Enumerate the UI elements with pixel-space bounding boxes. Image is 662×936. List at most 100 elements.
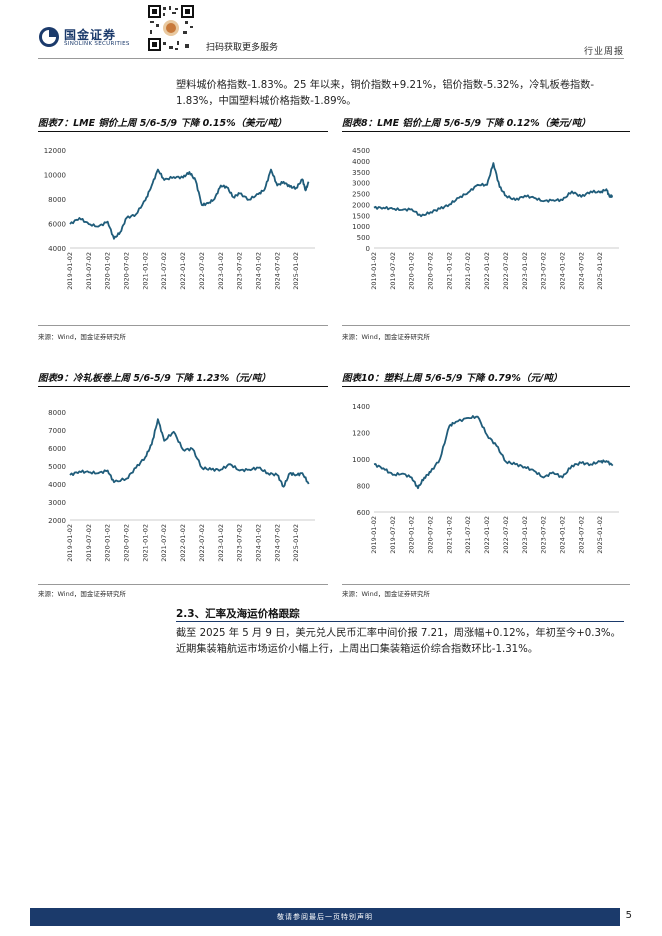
x-tick-label: 2025-01-02 (596, 516, 604, 554)
x-tick-label: 2022-01-02 (483, 252, 491, 290)
x-tick-label: 2023-01-02 (217, 524, 225, 562)
x-tick-label: 2024-07-02 (577, 516, 585, 554)
section-divider (176, 621, 624, 622)
x-tick-label: 2021-07-02 (160, 252, 168, 290)
y-tick-label: 7000 (48, 427, 66, 435)
chart-aluminum-price: 0 500 1000 1500 2000 2500 3000 3500 4000 4500 2019… (342, 142, 627, 322)
x-tick-label: 2025-01-02 (292, 252, 300, 290)
y-tick-label: 500 (357, 234, 370, 242)
figure-7-title: 图表7：LME 铜价上周 5/6-5/9 下降 0.15%（美元/吨） (38, 118, 287, 129)
scan-service-text: 扫码获取更多服务 (206, 43, 279, 53)
company-logo: 国金证券 SINOLINK SECURITIES (38, 26, 148, 54)
x-tick-label: 2019-07-02 (389, 252, 397, 290)
y-tick-label: 3000 (352, 180, 370, 188)
qr-code-icon (147, 4, 195, 52)
y-tick-label: 4000 (48, 245, 66, 253)
section-paragraph: 截至 2025 年 5 月 9 日，美元兑人民币汇率中间价报 7.21，周涨幅+… (176, 626, 628, 658)
figure-8-top-rule (342, 131, 630, 132)
x-tick-label: 2024-07-02 (273, 524, 281, 562)
x-tick-label: 2020-07-02 (427, 252, 435, 290)
y-tick-label: 4500 (352, 147, 370, 155)
header-divider (38, 58, 624, 59)
x-tick-label: 2020-07-02 (123, 252, 131, 290)
chart-cold-rolled-price: 2000 3000 4000 5000 6000 7000 8000 2019-01-02 20… (38, 404, 323, 582)
y-tick-label: 1400 (352, 403, 370, 411)
x-tick-label: 2022-07-02 (502, 516, 510, 554)
x-tick-label: 2023-07-02 (236, 252, 244, 290)
x-tick-label: 2020-01-02 (104, 252, 112, 290)
x-tick-label: 2019-01-02 (66, 252, 74, 290)
chart-svg: 600 800 1000 1200 1400 2019-01-02 2019-07-02 20… (352, 403, 619, 554)
x-tick-label: 2024-01-02 (558, 252, 566, 290)
figure-10-source: 来源：Wind，国金证券研究所 (342, 590, 430, 598)
logo-en-text: SINOLINK SECURITIES (64, 41, 130, 47)
x-tick-label: 2021-07-02 (160, 524, 168, 562)
figure-8-source: 来源：Wind，国金证券研究所 (342, 333, 430, 341)
y-tick-label: 600 (357, 509, 370, 517)
x-tick-label: 2019-07-02 (85, 524, 93, 562)
x-tick-label: 2021-01-02 (445, 516, 453, 554)
x-tick-label: 2021-07-02 (464, 252, 472, 290)
x-tick-label: 2025-01-02 (596, 252, 604, 290)
y-tick-label: 1000 (352, 223, 370, 231)
x-tick-label: 2020-01-02 (408, 516, 416, 554)
y-tick-label: 4000 (48, 481, 66, 489)
y-tick-label: 8000 (48, 196, 66, 204)
x-tick-label: 2022-01-02 (179, 524, 187, 562)
chart-svg: 0 500 1000 1500 2000 2500 3000 3500 4000 4500 2019… (352, 147, 619, 290)
x-tick-label: 2019-07-02 (85, 252, 93, 290)
x-tick-label: 2022-01-02 (483, 516, 491, 554)
x-tick-label: 2019-01-02 (370, 252, 378, 290)
series-line (373, 415, 614, 490)
section-heading: 2.3、汇率及海运价格跟踪 (176, 608, 300, 620)
figure-10-bottom-rule (342, 584, 630, 585)
y-tick-label: 1500 (352, 212, 370, 220)
y-tick-label: 2000 (352, 201, 370, 209)
series-line (69, 418, 310, 488)
x-tick-label: 2020-01-02 (104, 524, 112, 562)
x-tick-label: 2024-07-02 (273, 252, 281, 290)
y-tick-label: 8000 (48, 409, 66, 417)
x-tick-label: 2023-07-02 (236, 524, 244, 562)
x-tick-label: 2024-01-02 (254, 524, 262, 562)
x-tick-label: 2022-01-02 (179, 252, 187, 290)
section-line-2: 近期集装箱航运市场运价小幅上行，上周出口集装箱运价综合指数环比-1.31%。 (176, 644, 539, 655)
series-line (373, 162, 614, 218)
x-tick-label: 2019-01-02 (66, 524, 74, 562)
x-tick-label: 2019-07-02 (389, 516, 397, 554)
figure-9-bottom-rule (38, 584, 328, 585)
x-tick-label: 2024-01-02 (254, 252, 262, 290)
series-line (69, 168, 310, 240)
intro-line-1: 塑料城价格指数-1.83%。25 年以来，铜价指数+9.21%，铝价指数-5.3… (176, 80, 595, 91)
x-tick-label: 2020-07-02 (427, 516, 435, 554)
figure-8-bottom-rule (342, 325, 630, 326)
x-tick-label: 2023-07-02 (540, 252, 548, 290)
intro-line-2: 1.83%，中国塑料城价格指数-1.89%。 (176, 96, 357, 107)
figure-10-title: 图表10：塑料上周 5/6-5/9 下降 0.79%（元/吨） (342, 373, 563, 384)
x-tick-label: 2022-07-02 (198, 524, 206, 562)
y-tick-label: 4000 (352, 158, 370, 166)
chart-plastics-price: 600 800 1000 1200 1400 2019-01-02 2019-07-02 20… (342, 398, 627, 582)
figure-7-bottom-rule (38, 325, 328, 326)
x-tick-label: 2024-01-02 (558, 516, 566, 554)
y-tick-label: 6000 (48, 221, 66, 229)
x-tick-label: 2019-01-02 (370, 516, 378, 554)
figure-9-top-rule (38, 386, 328, 387)
figure-10-top-rule (342, 386, 630, 387)
y-tick-label: 1200 (352, 430, 370, 438)
y-tick-label: 2500 (352, 191, 370, 199)
y-tick-label: 3000 (48, 499, 66, 507)
y-tick-label: 2000 (48, 517, 66, 525)
figure-7-source: 来源：Wind，国金证券研究所 (38, 333, 126, 341)
logo-cn-text: 国金证券 (64, 28, 117, 42)
chart-svg: 4000 6000 8000 10000 12000 2019-01-02 2019-07-… (44, 147, 315, 290)
page-number: 5 (625, 910, 632, 921)
chart-copy-price: 4000 6000 8000 10000 12000 2019-01-02 2019-07-… (38, 142, 323, 322)
y-tick-label: 3500 (352, 169, 370, 177)
footer-bar: 敬请参阅最后一页特别声明 (30, 908, 620, 926)
figure-9-source: 来源：Wind，国金证券研究所 (38, 590, 126, 598)
figure-7-top-rule (38, 131, 328, 132)
x-tick-label: 2022-07-02 (198, 252, 206, 290)
y-tick-label: 10000 (44, 172, 66, 180)
x-tick-label: 2021-01-02 (445, 252, 453, 290)
